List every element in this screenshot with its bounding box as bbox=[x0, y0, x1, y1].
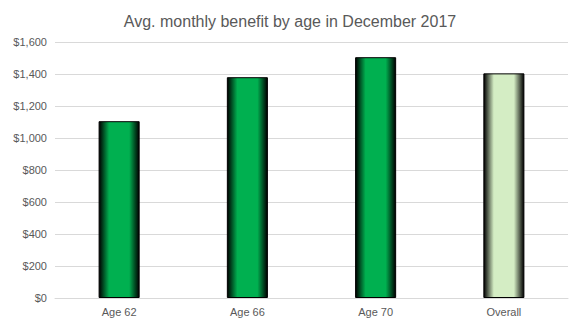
svg-text:Overall: Overall bbox=[486, 306, 521, 318]
svg-text:$600: $600 bbox=[23, 196, 47, 208]
svg-text:$400: $400 bbox=[23, 228, 47, 240]
svg-text:Age 62: Age 62 bbox=[102, 306, 137, 318]
svg-text:$800: $800 bbox=[23, 164, 47, 176]
svg-text:$0: $0 bbox=[35, 292, 47, 304]
svg-text:Age 70: Age 70 bbox=[358, 306, 393, 318]
svg-text:$1,200: $1,200 bbox=[13, 100, 47, 112]
svg-text:$1,600: $1,600 bbox=[13, 36, 47, 48]
svg-text:Age 66: Age 66 bbox=[230, 306, 265, 318]
svg-text:Avg. monthly benefit by age in: Avg. monthly benefit by age in December … bbox=[124, 13, 456, 30]
svg-text:$1,400: $1,400 bbox=[13, 68, 47, 80]
svg-text:$1,000: $1,000 bbox=[13, 132, 47, 144]
svg-text:$200: $200 bbox=[23, 260, 47, 272]
